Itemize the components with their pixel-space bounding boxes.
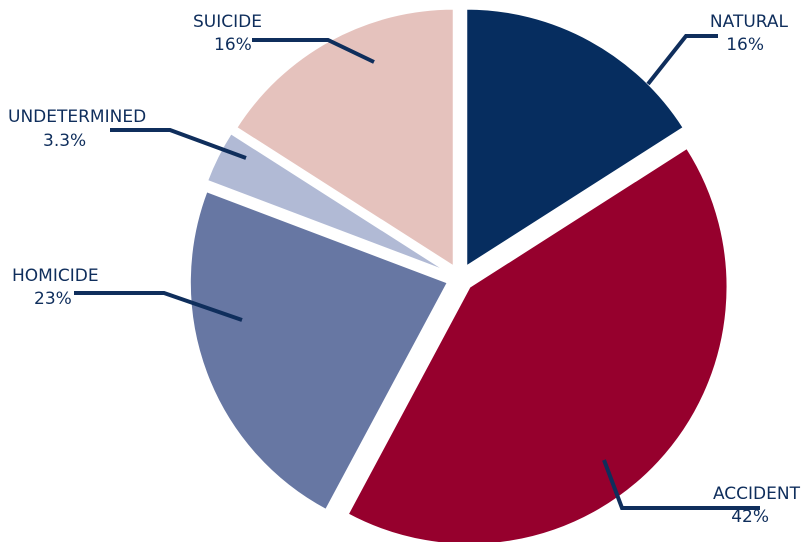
leader-line-accident (602, 459, 760, 510)
slice-label-suicide: SUICIDE (193, 12, 262, 32)
labels-layer: NATURAL 16% ACCIDENT 42% HOMICIDE 23% UN… (8, 12, 801, 527)
slice-value-natural: 16% (726, 35, 764, 55)
leader-lines-layer (74, 34, 760, 510)
pie-slice-natural (465, 7, 686, 269)
leader-line-homicide (74, 291, 243, 322)
slices-layer (188, 7, 729, 546)
slice-label-accident: ACCIDENT (713, 484, 801, 504)
pie-slice-undetermined (205, 131, 449, 274)
slice-value-suicide: 16% (214, 35, 252, 55)
slice-value-homicide: 23% (34, 289, 72, 309)
pie-slice-homicide (188, 189, 450, 512)
slice-value-accident: 42% (731, 507, 769, 527)
leader-line-natural (646, 34, 718, 86)
slice-label-undetermined: UNDETERMINED (8, 107, 146, 127)
leader-line-undetermined (110, 128, 247, 160)
slice-value-undetermined: 3.3% (43, 131, 86, 151)
slice-label-natural: NATURAL (710, 12, 789, 32)
leader-line-suicide (252, 38, 375, 64)
slice-label-homicide: HOMICIDE (12, 266, 99, 286)
